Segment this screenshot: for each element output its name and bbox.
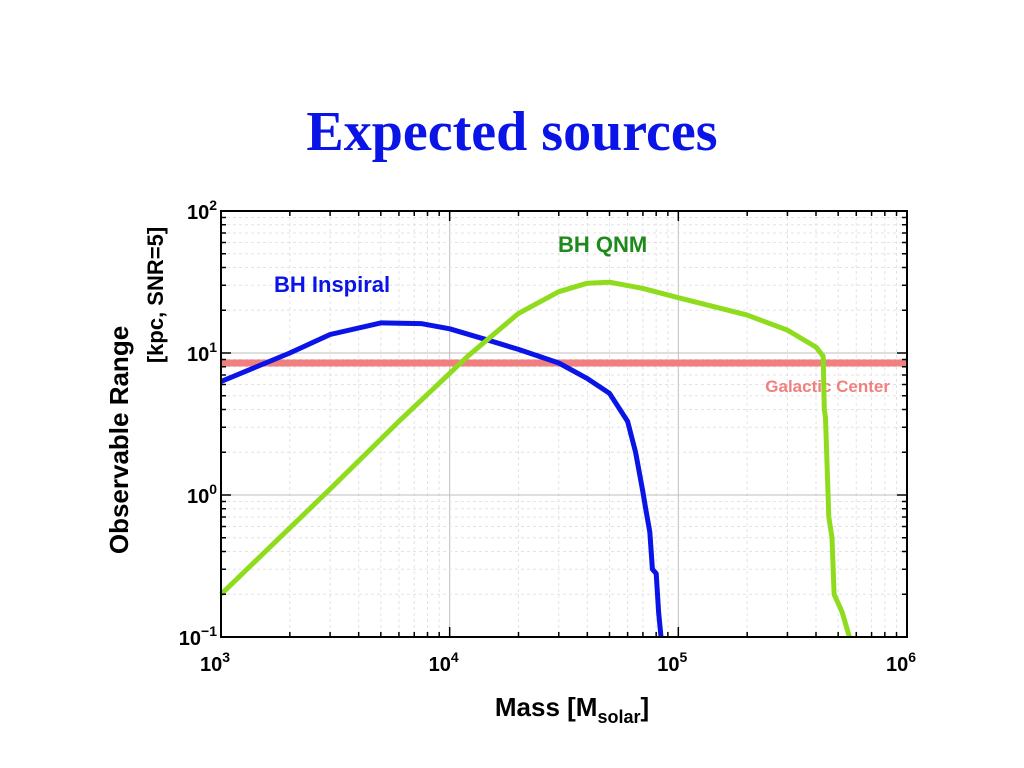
x-tick-label: 104: [429, 649, 459, 676]
y-axis-label: Observable Range: [104, 326, 134, 554]
series-line-bh-qnm: [219, 279, 852, 638]
series-line-bh-inspiral: [220, 320, 664, 638]
galactic-center-label: Galactic Center: [765, 377, 890, 396]
bh-qnm-label: BH QNM: [558, 232, 647, 257]
tick-labels: 103 104 105 106 10−1 100 101 102: [179, 197, 916, 676]
slide-title: Expected sources: [306, 101, 718, 163]
x-axis-label: Mass [Msolar]: [495, 692, 649, 727]
x-tick-label: 106: [886, 649, 916, 676]
y-tick-label: 100: [187, 481, 217, 508]
y-axis-sublabel: [kpc, SNR=5]: [143, 227, 168, 363]
bh-inspiral-label: BH Inspiral: [274, 272, 390, 297]
y-tick-label: 102: [187, 197, 217, 224]
labels: BH Inspiral BH QNM Mass [Msolar] Observable…: [104, 227, 649, 727]
y-tick-label: 10−1: [179, 623, 217, 650]
plot-frame: [220, 210, 908, 638]
y-tick-label: 101: [187, 339, 217, 366]
x-tick-label: 105: [657, 649, 687, 676]
series-group: [219, 279, 852, 638]
tick-marks: [220, 210, 908, 638]
x-tick-label: 103: [200, 649, 230, 676]
